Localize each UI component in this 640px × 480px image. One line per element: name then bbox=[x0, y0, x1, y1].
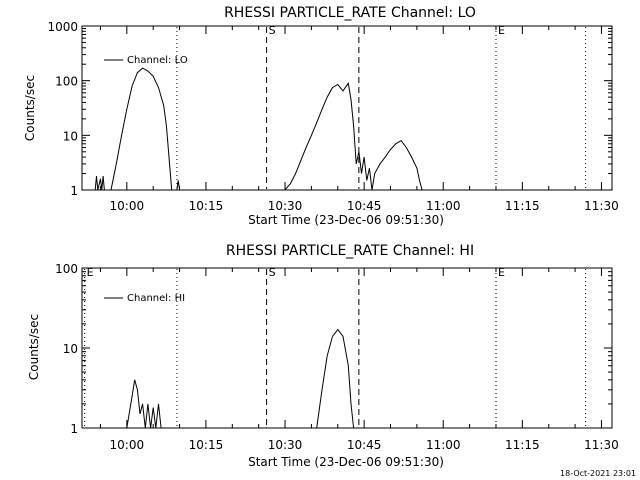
marker-label: E bbox=[498, 266, 505, 279]
x-tick-label: 10:45 bbox=[347, 438, 382, 452]
x-axis-label-hi: Start Time (23-Dec-06 09:51:30) bbox=[248, 455, 444, 469]
y-tick-label: 1 bbox=[70, 184, 78, 198]
footer-timestamp: 18-Oct-2021 23:01 bbox=[560, 469, 636, 478]
x-tick-label: 10:45 bbox=[347, 199, 382, 213]
marker-label: S bbox=[269, 266, 276, 279]
x-tick-label: 11:30 bbox=[584, 438, 619, 452]
x-tick-label: 11:00 bbox=[426, 199, 461, 213]
legend-label-hi: Channel: HI bbox=[127, 293, 185, 304]
legend-label-lo: Channel: LO bbox=[127, 55, 188, 66]
y-tick-label: 100 bbox=[55, 262, 78, 276]
chart-title-lo: RHESSI PARTICLE_RATE Channel: LO bbox=[224, 5, 476, 21]
y-tick-label: 1 bbox=[70, 422, 78, 436]
x-tick-label: 10:15 bbox=[189, 438, 224, 452]
x-tick-label: 10:00 bbox=[110, 438, 145, 452]
x-axis-label-lo: Start Time (23-Dec-06 09:51:30) bbox=[248, 213, 444, 227]
y-axis-label-hi: Counts/sec bbox=[27, 314, 41, 380]
panel-lo: RHESSI PARTICLE_RATE Channel: LO Start T… bbox=[23, 5, 619, 227]
x-tick-label: 11:00 bbox=[426, 438, 461, 452]
y-tick-label: 1000 bbox=[47, 20, 78, 34]
x-tick-label: 10:15 bbox=[189, 199, 224, 213]
y-tick-label: 100 bbox=[55, 75, 78, 89]
x-tick-label: 10:30 bbox=[268, 199, 303, 213]
y-tick-label: 10 bbox=[63, 342, 78, 356]
y-axis-label-lo: Counts/sec bbox=[23, 75, 37, 141]
series-line-lo bbox=[94, 67, 423, 191]
x-tick-label: 10:30 bbox=[268, 438, 303, 452]
x-tick-label: 10:00 bbox=[110, 199, 145, 213]
x-tick-label: 11:15 bbox=[505, 438, 540, 452]
marker-label: E bbox=[498, 24, 505, 37]
marker-label: S bbox=[269, 24, 276, 37]
chart-title-hi: RHESSI PARTICLE_RATE Channel: HI bbox=[226, 243, 474, 259]
plot-frame-hi bbox=[81, 267, 613, 429]
x-tick-label: 11:30 bbox=[584, 199, 619, 213]
panel-hi: RHESSI PARTICLE_RATE Channel: HI Start T… bbox=[27, 243, 619, 469]
marker-label: E bbox=[87, 266, 94, 279]
plot-frame-lo bbox=[81, 25, 613, 191]
x-tick-label: 11:15 bbox=[505, 199, 540, 213]
y-tick-label: 10 bbox=[63, 129, 78, 143]
series-line-hi bbox=[126, 328, 355, 429]
